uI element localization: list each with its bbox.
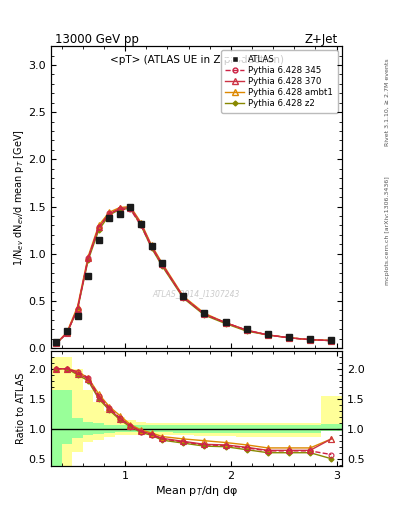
Text: 13000 GeV pp: 13000 GeV pp bbox=[55, 33, 139, 46]
Text: Rivet 3.1.10, ≥ 2.7M events: Rivet 3.1.10, ≥ 2.7M events bbox=[385, 58, 390, 146]
Y-axis label: Ratio to ATLAS: Ratio to ATLAS bbox=[16, 373, 26, 444]
Text: Z+Jet: Z+Jet bbox=[305, 33, 338, 46]
Y-axis label: 1/N$_{ev}$ dN$_{ev}$/d mean p$_T$ [GeV]: 1/N$_{ev}$ dN$_{ev}$/d mean p$_T$ [GeV] bbox=[12, 129, 26, 266]
Legend: ATLAS, Pythia 6.428 345, Pythia 6.428 370, Pythia 6.428 ambt1, Pythia 6.428 z2: ATLAS, Pythia 6.428 345, Pythia 6.428 37… bbox=[221, 50, 338, 113]
X-axis label: Mean p$_T$/dη dφ: Mean p$_T$/dη dφ bbox=[155, 483, 238, 498]
Text: <pT> (ATLAS UE in Z production): <pT> (ATLAS UE in Z production) bbox=[110, 55, 283, 65]
Text: ATLAS_2014_I1307243: ATLAS_2014_I1307243 bbox=[153, 289, 240, 298]
Text: mcplots.cern.ch [arXiv:1306.3436]: mcplots.cern.ch [arXiv:1306.3436] bbox=[385, 176, 390, 285]
